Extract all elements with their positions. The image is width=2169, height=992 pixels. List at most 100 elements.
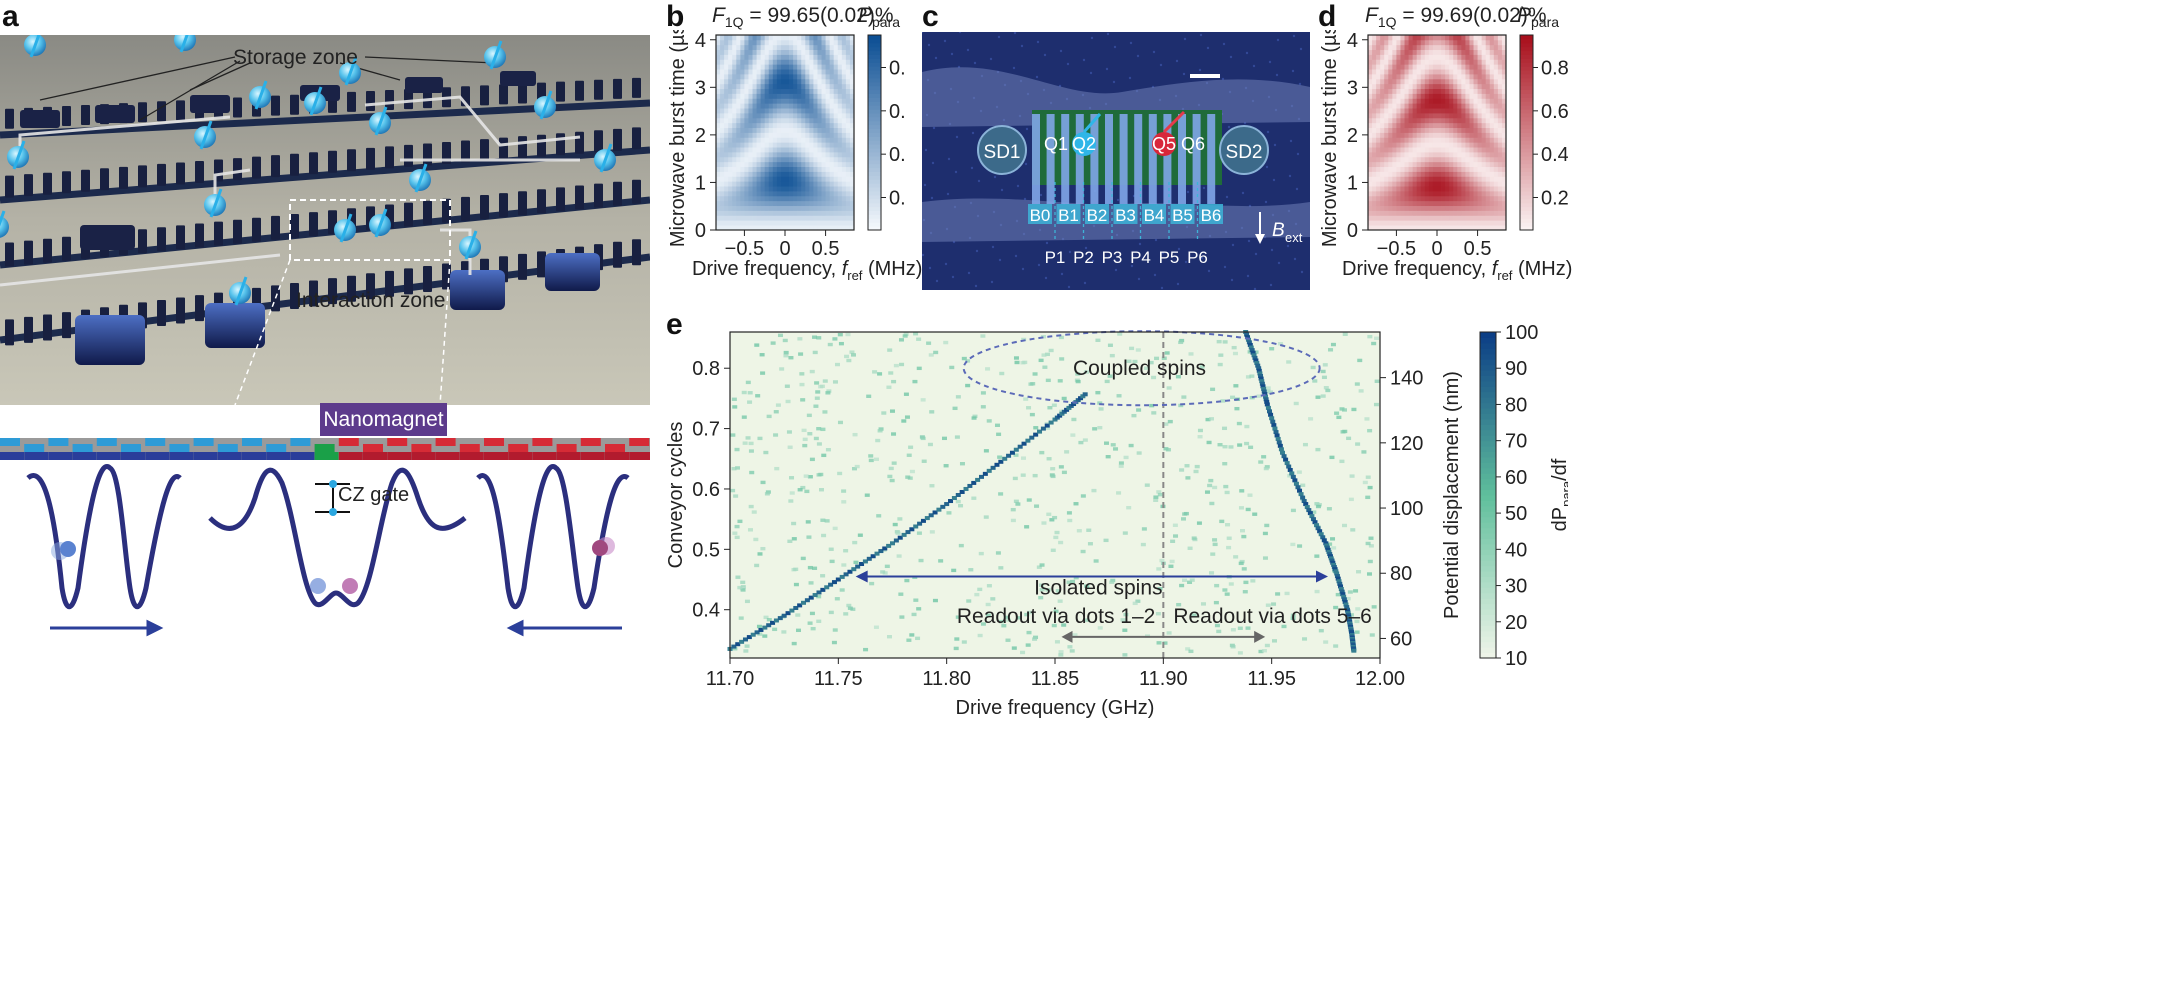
heatmap-cell xyxy=(1489,127,1495,133)
heatmap-cell xyxy=(1453,49,1458,55)
heatmap-cell xyxy=(813,49,818,55)
noise-pixel xyxy=(791,521,797,526)
heatmap-cell xyxy=(1445,200,1450,207)
heatmap-cell xyxy=(728,137,733,143)
heatmap-cell xyxy=(1457,117,1462,124)
heatmap-cell xyxy=(789,181,794,187)
heatmap-cell xyxy=(728,64,733,70)
heatmap-cell xyxy=(1376,93,1381,99)
heatmap-cell xyxy=(801,186,806,192)
heatmap-cell xyxy=(1457,195,1462,202)
heatmap-cell xyxy=(849,83,855,90)
heatmap-cell xyxy=(1437,171,1442,177)
heatmap-cell xyxy=(752,181,757,187)
heatmap-cell xyxy=(801,127,806,133)
heatmap-cell xyxy=(1372,220,1377,226)
noise-pixel xyxy=(1155,612,1161,616)
heatmap-cell xyxy=(768,127,774,133)
heatmap-cell xyxy=(1384,220,1389,226)
y-tick-label: 0.6 xyxy=(692,479,720,501)
heatmap-cell xyxy=(1368,113,1373,119)
heatmap-cell xyxy=(1396,152,1401,158)
heatmap-cell xyxy=(805,64,810,70)
noise-pixel xyxy=(1059,409,1065,414)
heatmap-cell xyxy=(801,152,806,158)
heatmap-cell xyxy=(1469,54,1474,60)
noise-pixel xyxy=(912,379,918,384)
noise-pixel xyxy=(824,519,830,523)
heatmap-cell xyxy=(1416,186,1422,192)
heatmap-cell xyxy=(1420,59,1426,65)
heatmap-cell xyxy=(1453,137,1458,143)
noise-pixel xyxy=(1322,363,1328,367)
resonance-pixel xyxy=(762,625,768,630)
colorbar-step xyxy=(1480,380,1496,387)
y-tick-label: 0.8 xyxy=(692,358,720,380)
noise-pixel xyxy=(735,575,741,579)
heatmap-cell xyxy=(1493,152,1499,158)
heatmap-cell xyxy=(724,186,729,192)
heatmap-cell xyxy=(740,113,745,119)
heatmap-cell xyxy=(1400,210,1405,216)
heatmap-cell xyxy=(1408,147,1414,153)
heatmap-cell xyxy=(1392,64,1397,70)
noise-pixel xyxy=(837,332,843,337)
heatmap-cell xyxy=(1412,181,1418,187)
heatmap-cell xyxy=(1432,103,1438,109)
heatmap-cell xyxy=(1432,191,1438,197)
heatmap-cell xyxy=(1437,137,1442,143)
heatmap-cell xyxy=(1469,103,1474,109)
heatmap-cell xyxy=(728,39,733,46)
heatmap-cell xyxy=(1497,83,1503,90)
noise-pixel xyxy=(929,530,935,534)
heatmap-cell xyxy=(809,166,814,172)
barrier-box xyxy=(1085,204,1109,224)
heatmap-cell xyxy=(1441,215,1446,221)
barrier-box xyxy=(1199,204,1223,224)
heatmap-cell xyxy=(1408,171,1414,177)
heatmap-cell xyxy=(1396,98,1401,104)
noise-pixel xyxy=(1244,441,1250,446)
noise-pixel xyxy=(759,353,765,357)
noise-pixel xyxy=(1342,523,1348,528)
y-tick-label: 0 xyxy=(1347,220,1358,242)
heatmap-cell xyxy=(1485,166,1491,172)
heatmap-cell xyxy=(1461,108,1466,114)
noise-pixel xyxy=(1238,561,1244,566)
heatmap-cell xyxy=(821,74,826,80)
resonance-pixel xyxy=(785,611,791,616)
heatmap-cell xyxy=(780,186,786,192)
sem-noise xyxy=(991,245,995,249)
heatmap-cell xyxy=(1416,132,1422,138)
noise-pixel xyxy=(955,395,961,399)
sem-noise xyxy=(1223,265,1227,269)
y-tick-label: 0.4 xyxy=(692,600,720,622)
colorbar-step xyxy=(1480,581,1496,588)
heatmap-cell xyxy=(728,132,733,138)
noise-pixel xyxy=(1021,337,1027,342)
noise-pixel xyxy=(1104,379,1110,384)
heatmap-cell xyxy=(1392,156,1397,163)
colorbar-step xyxy=(868,198,881,204)
noise-pixel xyxy=(1167,419,1173,424)
resonance-pixel xyxy=(1252,355,1258,360)
noise-pixel xyxy=(889,478,895,483)
heatmap-cell xyxy=(776,171,782,177)
heatmap-cell xyxy=(1424,59,1430,65)
noise-pixel xyxy=(1157,586,1163,591)
heatmap-cell xyxy=(1465,122,1470,129)
heatmap-cell xyxy=(837,74,843,80)
heatmap-cell xyxy=(1449,205,1454,211)
colorbar-step xyxy=(1520,191,1533,196)
heatmap-cell xyxy=(1408,186,1414,192)
noise-pixel xyxy=(1020,456,1026,460)
noise-pixel xyxy=(1334,411,1340,415)
heatmap-cell xyxy=(1412,78,1418,85)
resonance-pixel xyxy=(1255,363,1261,368)
heatmap-cell xyxy=(1408,117,1414,124)
sem-noise xyxy=(1021,267,1025,271)
heatmap-cell xyxy=(760,142,766,148)
sem-noise xyxy=(1067,285,1071,289)
heatmap-cell xyxy=(1424,93,1430,99)
gate-segment xyxy=(266,444,287,452)
